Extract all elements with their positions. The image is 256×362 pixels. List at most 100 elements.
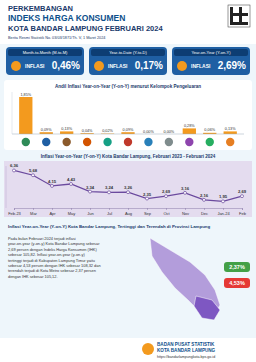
tick-mark [33, 208, 34, 210]
point [89, 190, 92, 193]
tick: Mar [30, 208, 38, 216]
box-kind: INFLASI [108, 63, 128, 69]
tick: Jul [107, 208, 112, 216]
icon [103, 138, 111, 146]
axis-line [12, 92, 13, 134]
tick-mark [204, 208, 205, 210]
icon [83, 138, 91, 146]
tick: Apr [49, 208, 56, 216]
qr-code [228, 5, 250, 27]
tick-label: Sep [144, 211, 152, 216]
line [14, 170, 242, 201]
box-kind: INFLASI [25, 63, 45, 69]
data-label: 0,02% [102, 129, 113, 133]
title: PERKEMBANGAN [8, 4, 73, 13]
data-label: 5,68 [29, 168, 38, 173]
logo [142, 343, 154, 355]
data-label: 0,13% [225, 127, 236, 131]
box-label-bg [8, 49, 82, 56]
line-group [13, 169, 244, 203]
footer-text: BADAN PUSAT STATISTIK [157, 342, 215, 347]
point [70, 182, 73, 185]
point [203, 198, 206, 201]
tick-label: Jun [87, 211, 93, 216]
point [51, 184, 54, 187]
icon [185, 138, 193, 146]
box-label: Year-on-Year (Y-on-Y) [191, 50, 231, 55]
data-label: 3,24 [105, 185, 114, 190]
box-label: Year-to-Date (Y-to-D) [109, 50, 147, 55]
bar [183, 128, 196, 134]
summary-box: Year-to-Date (Y-to-D)INFLASI0,17% [89, 47, 167, 75]
tick-mark [109, 208, 110, 210]
tick: Dec [201, 208, 208, 216]
tick: May [68, 208, 76, 216]
tick-mark [223, 208, 224, 210]
footer-url: https://bandarlampungkota.bps.go.id [157, 355, 215, 359]
tick-label: Mar [30, 211, 38, 216]
badge: 4,53% [224, 278, 250, 288]
axis-line [15, 209, 243, 211]
header-bg [0, 0, 256, 44]
data-label: 6,36 [10, 163, 19, 168]
box-label-bg [174, 49, 248, 56]
badge-bg [224, 262, 250, 272]
tick-label: Oct [163, 211, 170, 216]
tick-label: Feb-23 [8, 211, 21, 216]
point [165, 195, 168, 198]
icon [11, 61, 21, 71]
tick-mark [185, 208, 186, 210]
data-label: 0,28% [184, 124, 195, 128]
data-label: 3,34 [86, 185, 95, 190]
map [150, 238, 220, 320]
tick: Nov [182, 208, 189, 216]
box-kind: INFLASI [191, 63, 211, 69]
data-label: 0,00% [143, 130, 154, 134]
x-axis: Feb-23 Mar Apr May Jun Jul Aug Sep Oct Nov Dec Jan-… [8, 208, 247, 216]
title: INDEKS HARGA KONSUMEN [8, 13, 125, 23]
tick: Aug [125, 208, 132, 216]
icon [42, 138, 50, 146]
data-label: 1,95 [219, 194, 228, 199]
icon [22, 138, 30, 146]
point [184, 191, 187, 194]
section-title: Inflasi Year-on-Year (Y-on-Y) Kota Banda… [8, 224, 211, 229]
point [146, 197, 149, 200]
panel [4, 80, 252, 150]
box-bg [6, 47, 84, 75]
tick: Jun [87, 208, 93, 216]
box-value: 2,69% [218, 60, 246, 71]
box-bg [89, 47, 167, 75]
tick-label: Aug [125, 211, 132, 216]
data-label: 0,13% [61, 127, 72, 131]
bar [60, 131, 73, 134]
infographic: PERKEMBANGANINDEKS HARGA KONSUMEN KOTA BA… [0, 0, 256, 362]
data-label: 0,00% [163, 130, 174, 134]
tick-mark [71, 208, 72, 210]
point [127, 191, 130, 194]
paragraph: Pada bulan Februari 2024 terjadi inflasi… [8, 236, 101, 279]
footer-text: KOTA BANDAR LAMPUNG [157, 348, 216, 353]
box-value: 0,46% [52, 60, 80, 71]
icon [62, 138, 70, 146]
data-label: 0,09% [41, 128, 52, 132]
bars [19, 97, 237, 134]
plot-bg [4, 161, 252, 217]
point [32, 174, 35, 177]
badge-bg [224, 278, 250, 288]
badge: 2,37% [224, 262, 250, 272]
data-label: 1,85% [20, 93, 31, 97]
tick: Jan-24 [217, 208, 230, 216]
tick-label: Dec [201, 211, 208, 216]
data-label: 0,04% [82, 129, 93, 133]
tick-mark [14, 208, 15, 210]
tick-label: Apr [49, 211, 56, 216]
chart-title: Andil Inflasi Year-on-Year (Y-on-Y) menu… [55, 84, 201, 89]
icon [144, 138, 152, 146]
tick-label: Feb [239, 211, 247, 216]
tick-mark [52, 208, 53, 210]
summary-box: Month-to-Month (M-to-M)INFLASI0,46% [6, 47, 84, 75]
tick: Sep [144, 208, 152, 216]
data-label: 2,69 [162, 189, 171, 194]
box-bg [172, 47, 250, 75]
